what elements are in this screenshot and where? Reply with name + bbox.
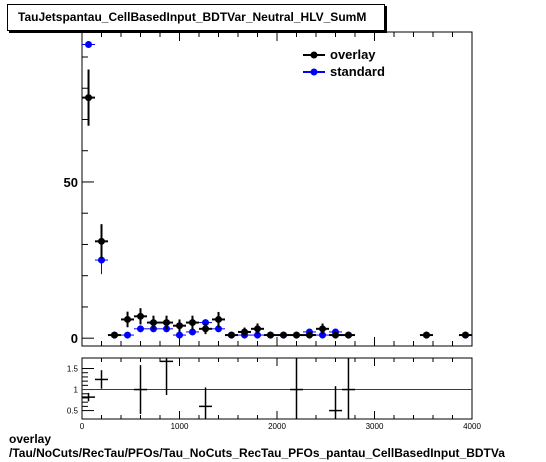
x-tick-label: 1000	[171, 422, 189, 431]
standard-point	[254, 331, 261, 339]
caption: overlay /Tau/NoCuts/RecTau/PFOs/Tau_NoCu…	[9, 432, 505, 460]
overlay-point	[163, 319, 171, 327]
overlay-point	[293, 331, 300, 339]
ratio-y-tick-label: 0.5	[67, 407, 79, 416]
caption-line-1: overlay	[9, 432, 52, 446]
overlay-point	[202, 325, 210, 333]
overlay-point	[241, 328, 249, 336]
legend-overlay-label: overlay	[330, 47, 376, 62]
main-axis-ticks: 0 50	[64, 32, 473, 346]
ratio-y-tick-label: 1.5	[67, 365, 79, 374]
overlay-point	[85, 94, 93, 102]
main-frame-rect	[81, 31, 473, 347]
standard-point	[98, 256, 105, 264]
legend-standard-marker	[310, 68, 318, 76]
overlay-point	[344, 331, 352, 339]
y-tick-label: 0	[71, 331, 78, 346]
overlay-point	[461, 331, 469, 339]
overlay-point	[332, 331, 339, 339]
ratio-data-points	[82, 358, 472, 419]
standard-point	[176, 331, 183, 339]
legend-standard-label: standard	[330, 64, 385, 79]
overlay-point	[98, 237, 105, 245]
y-tick-label: 50	[64, 175, 78, 190]
standard-point	[202, 319, 210, 327]
overlay-point	[254, 325, 261, 333]
overlay-point	[319, 325, 327, 333]
standard-point	[124, 331, 132, 339]
overlay-point	[215, 315, 222, 323]
standard-point	[85, 40, 93, 48]
x-tick-label: 0	[80, 422, 85, 431]
overlay-point	[227, 331, 235, 339]
x-tick-label: 4000	[463, 422, 481, 431]
legend-overlay-marker	[310, 51, 318, 59]
overlay-point	[280, 331, 288, 339]
caption-line-2: /Tau/NoCuts/RecTau/PFOs/Tau_NoCuts_RecTa…	[9, 446, 505, 460]
overlay-point	[188, 319, 196, 327]
x-tick-label: 2000	[268, 422, 286, 431]
standard-point	[188, 328, 196, 336]
overlay-point	[422, 331, 430, 339]
ratio-y-tick-label: 1	[74, 386, 79, 395]
overlay-point	[137, 312, 144, 320]
standard-point	[137, 325, 144, 333]
overlay-point	[305, 331, 313, 339]
overlay-point	[149, 319, 157, 327]
legend: overlay standard	[303, 47, 385, 79]
standard-point	[215, 325, 222, 333]
main-plot-frame	[81, 31, 473, 347]
overlay-point	[110, 331, 118, 339]
overlay-point	[124, 315, 132, 323]
standard-point	[319, 331, 327, 339]
overlay-point	[176, 322, 183, 330]
main-data-points	[82, 40, 472, 339]
histogram-title: TauJetspantau_CellBasedInput_BDTVar_Neut…	[7, 4, 385, 31]
overlay-point	[266, 331, 274, 339]
ratio-axis-ticks: 0.5 1 1.5 0 1000 2000 3000 4000	[67, 358, 481, 431]
x-tick-label: 3000	[366, 422, 384, 431]
